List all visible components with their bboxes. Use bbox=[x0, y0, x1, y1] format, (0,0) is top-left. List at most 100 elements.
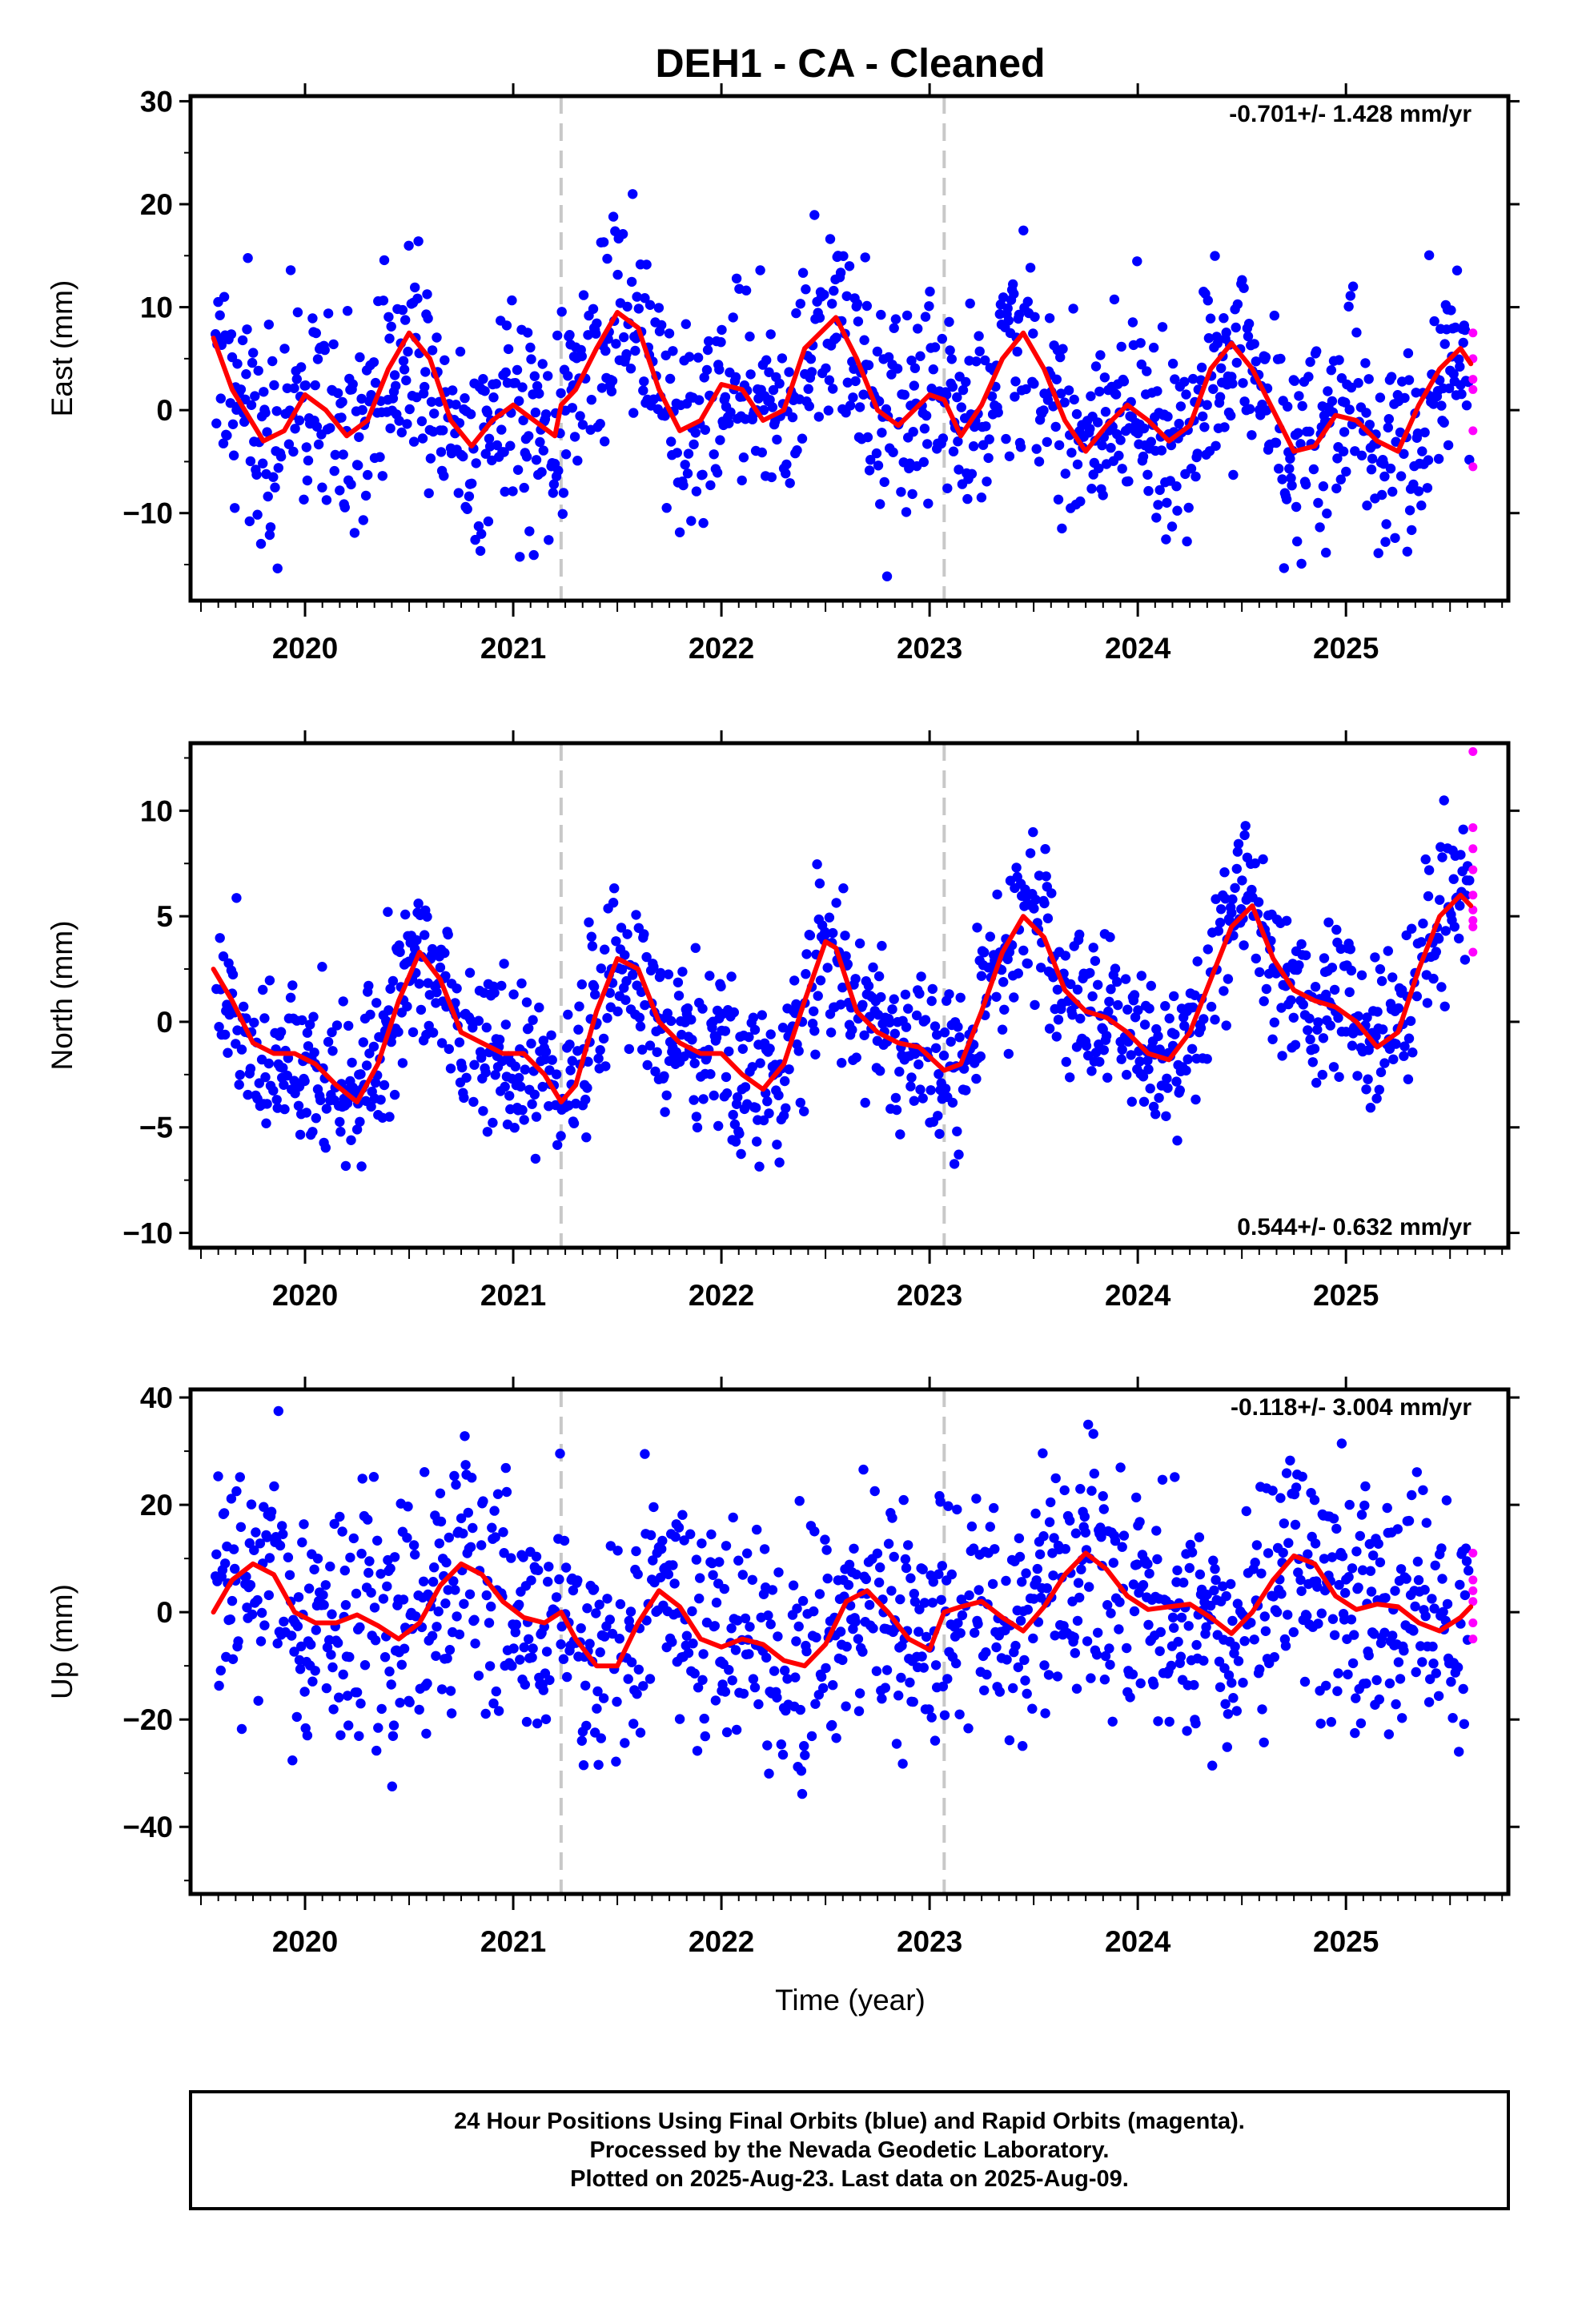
final-orbit-point-1184 bbox=[1431, 947, 1442, 957]
final-orbit-point-344 bbox=[563, 1009, 573, 1020]
final-orbit-point-466 bbox=[695, 1573, 705, 1583]
final-orbit-point-929 bbox=[1160, 1001, 1170, 1011]
final-orbit-point-847 bbox=[1099, 1675, 1110, 1685]
final-orbit-point-470 bbox=[699, 1713, 709, 1724]
final-orbit-point-853 bbox=[1106, 1608, 1116, 1618]
final-orbit-point-98 bbox=[311, 421, 323, 432]
final-orbit-point-564 bbox=[806, 1731, 817, 1742]
final-orbit-point-689 bbox=[934, 1569, 944, 1579]
final-orbit-point-165 bbox=[384, 333, 395, 344]
final-orbit-point-500 bbox=[720, 1026, 731, 1036]
final-orbit-point-835 bbox=[1088, 1429, 1098, 1439]
final-orbit-point-90 bbox=[307, 1127, 318, 1137]
final-orbit-point-796 bbox=[1050, 1630, 1060, 1641]
final-orbit-point-250 bbox=[471, 458, 481, 468]
rate-annotation: 0.544+/- 0.632 mm/yr bbox=[1237, 1214, 1472, 1240]
final-orbit-point-615 bbox=[858, 1464, 869, 1475]
final-orbit-point-85 bbox=[299, 1519, 309, 1530]
final-orbit-point-636 bbox=[860, 1097, 870, 1108]
final-orbit-point-1103 bbox=[1356, 1510, 1367, 1520]
final-orbit-point-1075 bbox=[1331, 1523, 1342, 1534]
final-orbit-point-968 bbox=[1221, 1590, 1231, 1602]
final-orbit-point-900 bbox=[1151, 513, 1162, 523]
final-orbit-point-675 bbox=[915, 351, 926, 361]
final-orbit-point-703 bbox=[930, 1021, 941, 1031]
final-orbit-point-438 bbox=[666, 436, 677, 447]
final-orbit-point-749 bbox=[1002, 1655, 1012, 1665]
final-orbit-point-703 bbox=[945, 345, 955, 356]
final-orbit-point-556 bbox=[797, 1788, 808, 1799]
final-orbit-point-613 bbox=[835, 999, 846, 1010]
final-orbit-point-345 bbox=[567, 403, 577, 413]
final-orbit-point-221 bbox=[440, 355, 450, 365]
final-orbit-point-1039 bbox=[1297, 1471, 1307, 1482]
final-orbit-point-514 bbox=[749, 1682, 761, 1693]
final-orbit-point-605 bbox=[828, 927, 838, 939]
final-orbit-point-266 bbox=[484, 1618, 495, 1628]
final-orbit-point-980 bbox=[1228, 469, 1239, 480]
final-orbit-point-719 bbox=[970, 1627, 980, 1638]
final-orbit-point-830 bbox=[1086, 391, 1096, 401]
final-orbit-point-72 bbox=[287, 1630, 297, 1641]
final-orbit-point-988 bbox=[1238, 378, 1248, 388]
final-orbit-point-1149 bbox=[1399, 1646, 1409, 1656]
final-orbit-point-863 bbox=[1117, 1542, 1127, 1552]
final-orbit-point-309 bbox=[520, 1064, 530, 1075]
final-orbit-point-66 bbox=[275, 451, 287, 462]
final-orbit-point-59 bbox=[269, 380, 279, 391]
final-orbit-point-307 bbox=[529, 371, 540, 381]
final-orbit-point-218 bbox=[435, 1488, 446, 1499]
final-orbit-point-224 bbox=[435, 962, 446, 973]
final-orbit-point-657 bbox=[901, 1562, 912, 1574]
final-orbit-point-1015 bbox=[1251, 953, 1262, 964]
final-orbit-point-683 bbox=[923, 498, 934, 509]
final-orbit-point-541 bbox=[780, 1665, 790, 1676]
final-orbit-point-898 bbox=[1129, 990, 1140, 1000]
final-orbit-point-1069 bbox=[1307, 1057, 1319, 1068]
final-orbit-point-635 bbox=[872, 346, 883, 357]
final-orbit-point-539 bbox=[758, 1115, 769, 1126]
x-axis-label: Time (year) bbox=[775, 1984, 926, 2016]
final-orbit-point-548 bbox=[790, 1672, 801, 1683]
final-orbit-point-530 bbox=[749, 1024, 761, 1035]
final-orbit-point-480 bbox=[711, 1598, 722, 1608]
final-orbit-point-190 bbox=[408, 436, 420, 447]
final-orbit-point-642 bbox=[887, 1513, 897, 1523]
final-orbit-point-571 bbox=[809, 210, 820, 220]
final-orbit-point-727 bbox=[952, 1126, 962, 1137]
final-orbit-point-1171 bbox=[1418, 919, 1428, 929]
final-orbit-point-754 bbox=[979, 947, 990, 958]
final-orbit-point-546 bbox=[765, 1043, 775, 1054]
final-orbit-point-750 bbox=[975, 1051, 986, 1062]
final-orbit-point-439 bbox=[667, 1637, 677, 1647]
final-orbit-point-371 bbox=[596, 383, 608, 393]
final-orbit-point-955 bbox=[1208, 1555, 1219, 1566]
final-orbit-point-610 bbox=[853, 1706, 865, 1716]
final-orbit-point-1010 bbox=[1267, 1486, 1278, 1496]
final-orbit-point-230 bbox=[440, 971, 451, 982]
final-orbit-point-780 bbox=[1034, 1549, 1046, 1560]
final-orbit-point-392 bbox=[612, 1006, 623, 1017]
final-orbit-point-723 bbox=[974, 1585, 984, 1595]
final-orbit-point-35 bbox=[245, 1580, 256, 1590]
final-orbit-point-124 bbox=[339, 502, 350, 513]
final-orbit-point-217 bbox=[428, 1027, 439, 1038]
final-orbit-point-912 bbox=[1162, 497, 1172, 508]
final-orbit-point-949 bbox=[1179, 1020, 1190, 1031]
final-orbit-point-469 bbox=[689, 1058, 700, 1069]
final-orbit-point-302 bbox=[519, 1642, 529, 1653]
final-orbit-point-412 bbox=[634, 1012, 645, 1023]
final-orbit-point-155 bbox=[373, 1723, 383, 1733]
final-orbit-point-785 bbox=[1039, 1660, 1050, 1671]
final-orbit-point-489 bbox=[720, 392, 731, 402]
final-orbit-point-233 bbox=[443, 929, 453, 940]
final-orbit-point-701 bbox=[942, 483, 953, 493]
final-orbit-point-41 bbox=[252, 1594, 263, 1606]
y-tick-label-3: 5 bbox=[156, 900, 173, 933]
final-orbit-point-537 bbox=[757, 1010, 767, 1020]
final-orbit-point-1071 bbox=[1326, 365, 1337, 376]
final-orbit-point-188 bbox=[402, 1001, 412, 1012]
final-orbit-point-904 bbox=[1154, 485, 1165, 496]
final-orbit-point-1036 bbox=[1289, 376, 1300, 386]
